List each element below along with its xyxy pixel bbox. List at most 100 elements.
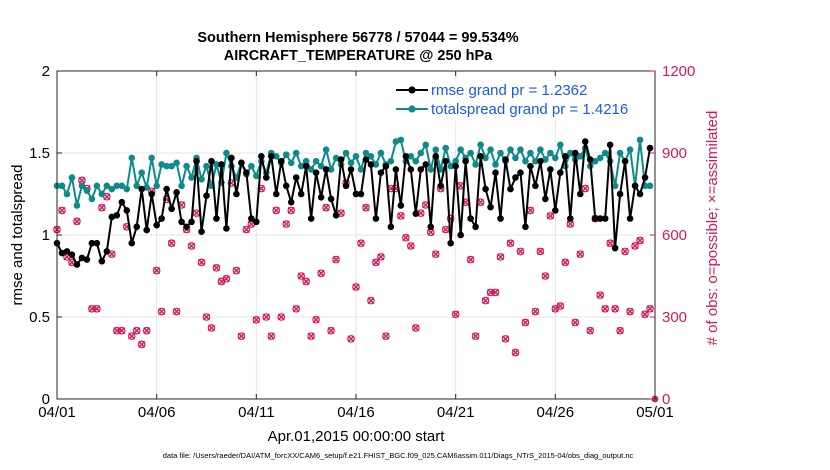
assimilated-obs-point	[347, 335, 355, 343]
assimilated-obs-point	[352, 283, 360, 291]
possible-obs-point	[237, 332, 246, 340]
assimilated-obs-point	[158, 308, 166, 316]
rmse-point	[581, 138, 589, 145]
rmse-point	[576, 190, 584, 198]
assimilated-obs-point	[78, 176, 86, 184]
rmse-point	[626, 215, 634, 222]
rmse-point	[621, 157, 629, 165]
assimilated-obs-point	[536, 247, 544, 255]
assimilated-obs-point	[212, 264, 220, 272]
assimilated-obs-point	[327, 327, 335, 335]
axis-ticks: 04/01 04/06 04/11 04/16 04/21 04/26 05/0100.51…	[29, 63, 695, 421]
rmse-point	[203, 192, 210, 199]
totalspread-point	[347, 159, 355, 167]
legend: rmse grand pr = 1.2362 totalspread grand…	[390, 80, 652, 120]
possible-obs-point	[411, 324, 420, 332]
assimilated-obs-point	[58, 206, 66, 214]
totalspread-point	[68, 174, 76, 181]
totalspread-point	[312, 157, 320, 165]
possible-obs-point	[327, 326, 335, 335]
rmse-point	[427, 223, 435, 231]
possible-obs-point	[407, 242, 415, 250]
assimilated-obs-point	[576, 250, 584, 258]
x-tick-label: 04/01	[38, 404, 76, 421]
rmse-point	[168, 205, 175, 213]
rmse-point	[327, 195, 335, 203]
possible-obs-point	[262, 313, 271, 321]
possible-obs-point	[232, 266, 241, 275]
possible-obs-point	[606, 239, 614, 248]
assimilated-obs-point	[73, 217, 81, 225]
rmse-point	[636, 190, 644, 198]
rmse-point	[482, 185, 489, 193]
rmse-point	[163, 185, 170, 193]
totalspread-point	[63, 190, 71, 198]
assimilated-obs-point	[98, 204, 106, 212]
totalspread-point	[576, 152, 584, 160]
rmse-point	[392, 166, 400, 173]
assimilated-obs-point	[93, 305, 101, 313]
rmse-point	[198, 228, 205, 236]
rmse-point	[477, 152, 484, 160]
assimilated-obs-point	[546, 212, 554, 220]
legend-rmse-label: rmse grand pr = 1.2362	[431, 82, 587, 99]
rmse-point	[253, 218, 260, 226]
rmse-point	[128, 239, 136, 247]
rmse-point	[302, 162, 310, 170]
rmse-point	[98, 257, 106, 265]
possible-obs-point	[113, 326, 121, 335]
totalspread-point	[417, 149, 425, 157]
rmse-point	[233, 190, 240, 198]
y-right-tick-label: 300	[662, 309, 687, 326]
totalspread-point	[457, 146, 464, 154]
totalspread-point	[487, 146, 494, 154]
rmse-point	[108, 213, 116, 221]
x-tick-label: 04/21	[437, 404, 475, 421]
rmse-point	[472, 223, 479, 231]
rmse-point	[143, 226, 150, 234]
possible-obs-point	[58, 206, 66, 215]
rmse-point	[258, 152, 265, 160]
rmse-point	[153, 221, 160, 229]
possible-obs-point	[277, 313, 286, 321]
rmse-point	[78, 254, 86, 262]
rmse-point	[243, 169, 250, 176]
rmse-point	[213, 215, 220, 222]
possible-obs-point	[167, 239, 176, 248]
assimilated-obs-point	[242, 226, 250, 234]
totalspread-point	[98, 190, 106, 198]
possible-obs-point	[486, 288, 495, 297]
assimilated-obs-point	[153, 267, 161, 275]
totalspread-point	[372, 161, 380, 168]
legend-rmse-marker	[408, 86, 416, 94]
totalspread-point	[422, 141, 430, 149]
chart-subtitle: AIRCRAFT_TEMPERATURE @ 250 hPa	[224, 48, 493, 64]
assimilated-obs-point	[601, 305, 609, 313]
totalspread-point	[447, 162, 454, 170]
possible-obs-point	[541, 272, 550, 280]
assimilated-obs-point	[566, 220, 574, 228]
assimilated-obs-point	[377, 253, 385, 261]
assimilated-obs-point	[521, 318, 529, 326]
assimilated-obs-point	[372, 258, 380, 266]
totalspread-point	[153, 182, 160, 190]
possible-obs-point	[347, 335, 355, 343]
rmse-point	[492, 169, 499, 176]
y-right-tick-label: 0	[662, 391, 670, 408]
assimilated-obs-point	[641, 310, 649, 318]
possible-obs-point	[531, 307, 540, 316]
assimilated-obs-point	[207, 324, 215, 332]
rmse-point	[537, 157, 544, 165]
possible-obs-point	[471, 332, 480, 340]
legend-box	[390, 80, 652, 120]
rmse-point	[133, 223, 141, 231]
rmse-point	[442, 157, 450, 165]
chart-title: Southern Hemisphere 56778 / 57044 = 99.5…	[197, 30, 518, 46]
rmse-point	[417, 166, 425, 173]
possible-obs-point	[521, 318, 530, 327]
totalspread-point	[138, 169, 146, 176]
rmse-point	[267, 152, 275, 160]
possible-obs-point	[481, 296, 490, 305]
rmse-point	[452, 162, 459, 170]
assimilated-obs-point	[511, 349, 519, 357]
